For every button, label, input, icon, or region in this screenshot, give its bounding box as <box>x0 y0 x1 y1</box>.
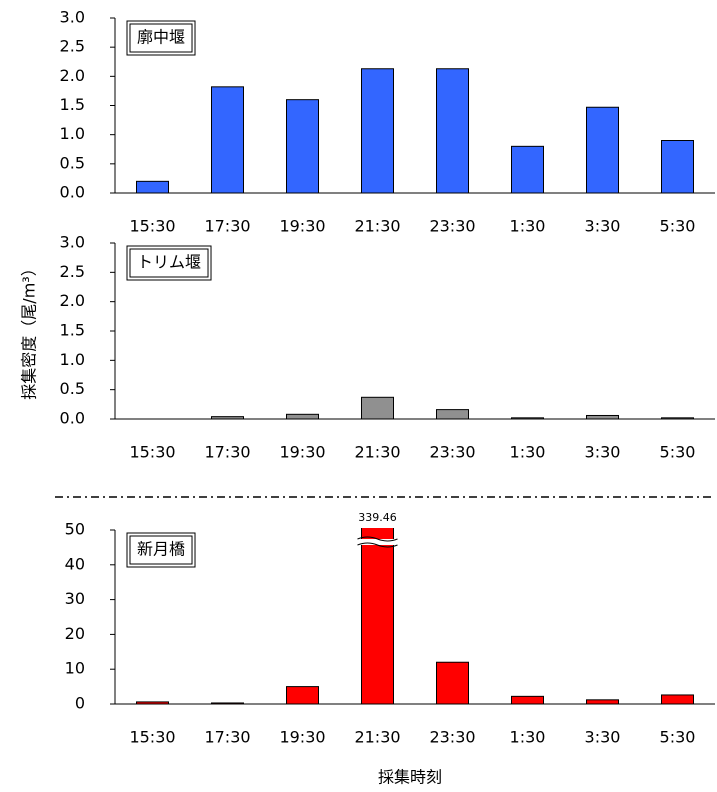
y-tick-label: 0.5 <box>60 379 85 398</box>
x-tick-label: 21:30 <box>354 217 400 236</box>
y-tick-label: 3.0 <box>60 8 85 27</box>
y-tick-label: 1.0 <box>60 124 85 143</box>
x-tick-label: 17:30 <box>204 443 250 462</box>
x-tick-label: 23:30 <box>429 728 475 747</box>
x-tick-label: 5:30 <box>660 728 696 747</box>
x-tick-label: 3:30 <box>585 728 621 747</box>
x-tick-label: 23:30 <box>429 443 475 462</box>
title-box <box>126 245 212 281</box>
y-tick-label: 40 <box>65 554 85 573</box>
break-line <box>357 542 398 548</box>
bar <box>586 106 619 193</box>
bar <box>661 694 694 704</box>
bar <box>586 699 619 704</box>
bar <box>511 145 544 193</box>
y-tick-label: 2.5 <box>60 37 85 56</box>
bars <box>136 528 694 704</box>
x-tick-label: 21:30 <box>354 728 400 747</box>
x-tick-label: 1:30 <box>510 217 546 236</box>
bar <box>436 409 469 419</box>
x-tick-label: 19:30 <box>279 217 325 236</box>
y-tick-label: 3.0 <box>60 233 85 252</box>
x-tick-label: 5:30 <box>660 217 696 236</box>
y-tick-label: 2.0 <box>60 291 85 310</box>
value-label: 339.46 <box>358 511 397 524</box>
x-tick-label: 1:30 <box>510 443 546 462</box>
y-tick-label: 0.0 <box>60 409 85 428</box>
break-line <box>357 536 398 542</box>
x-tick-label: 15:30 <box>129 728 175 747</box>
x-tick-label: 5:30 <box>660 443 696 462</box>
y-tick-label: 2.5 <box>60 262 85 281</box>
title-box <box>129 535 193 565</box>
x-tick-label: 21:30 <box>354 443 400 462</box>
bar <box>286 99 319 193</box>
y-tick-label: 0 <box>75 694 85 713</box>
x-tick-label: 15:30 <box>129 443 175 462</box>
bar <box>361 528 394 704</box>
y-tick-label: 30 <box>65 589 85 608</box>
panel-title: 廓中堰 <box>137 28 185 47</box>
bar <box>361 68 394 193</box>
y-tick-label: 20 <box>65 624 85 643</box>
bar <box>586 414 619 419</box>
x-tick-label: 19:30 <box>279 443 325 462</box>
y-axis-label: 採集密度（尾/m³） <box>20 260 39 399</box>
x-tick-label: 1:30 <box>510 728 546 747</box>
bar <box>511 695 544 704</box>
bar <box>361 396 394 419</box>
bars <box>211 396 694 419</box>
bar <box>436 68 469 193</box>
y-tick-label: 1.5 <box>60 95 85 114</box>
x-tick-label: 23:30 <box>429 217 475 236</box>
panel-title: トリム堰 <box>137 253 201 272</box>
x-axis-label: 採集時刻 <box>378 768 442 787</box>
panel-title: 新月橋 <box>137 540 185 559</box>
y-tick-label: 1.5 <box>60 321 85 340</box>
bars <box>136 68 694 193</box>
x-tick-label: 17:30 <box>204 217 250 236</box>
x-tick-label: 15:30 <box>129 217 175 236</box>
y-tick-label: 50 <box>65 520 85 539</box>
y-tick-label: 2.0 <box>60 66 85 85</box>
title-box <box>126 20 196 56</box>
x-tick-label: 3:30 <box>585 443 621 462</box>
x-tick-label: 17:30 <box>204 728 250 747</box>
bar <box>661 140 694 193</box>
bar <box>136 180 169 193</box>
title-box <box>126 532 196 568</box>
title-box <box>129 248 209 278</box>
bar <box>286 686 319 704</box>
x-tick-label: 19:30 <box>279 728 325 747</box>
y-tick-label: 10 <box>65 659 85 678</box>
x-tick-label: 3:30 <box>585 217 621 236</box>
bar <box>436 661 469 704</box>
title-box <box>129 23 193 53</box>
y-tick-label: 1.0 <box>60 350 85 369</box>
bar <box>211 86 244 193</box>
y-tick-label: 0.0 <box>60 183 85 202</box>
break-gap <box>357 539 398 545</box>
bar <box>286 413 319 419</box>
y-tick-label: 0.5 <box>60 153 85 172</box>
